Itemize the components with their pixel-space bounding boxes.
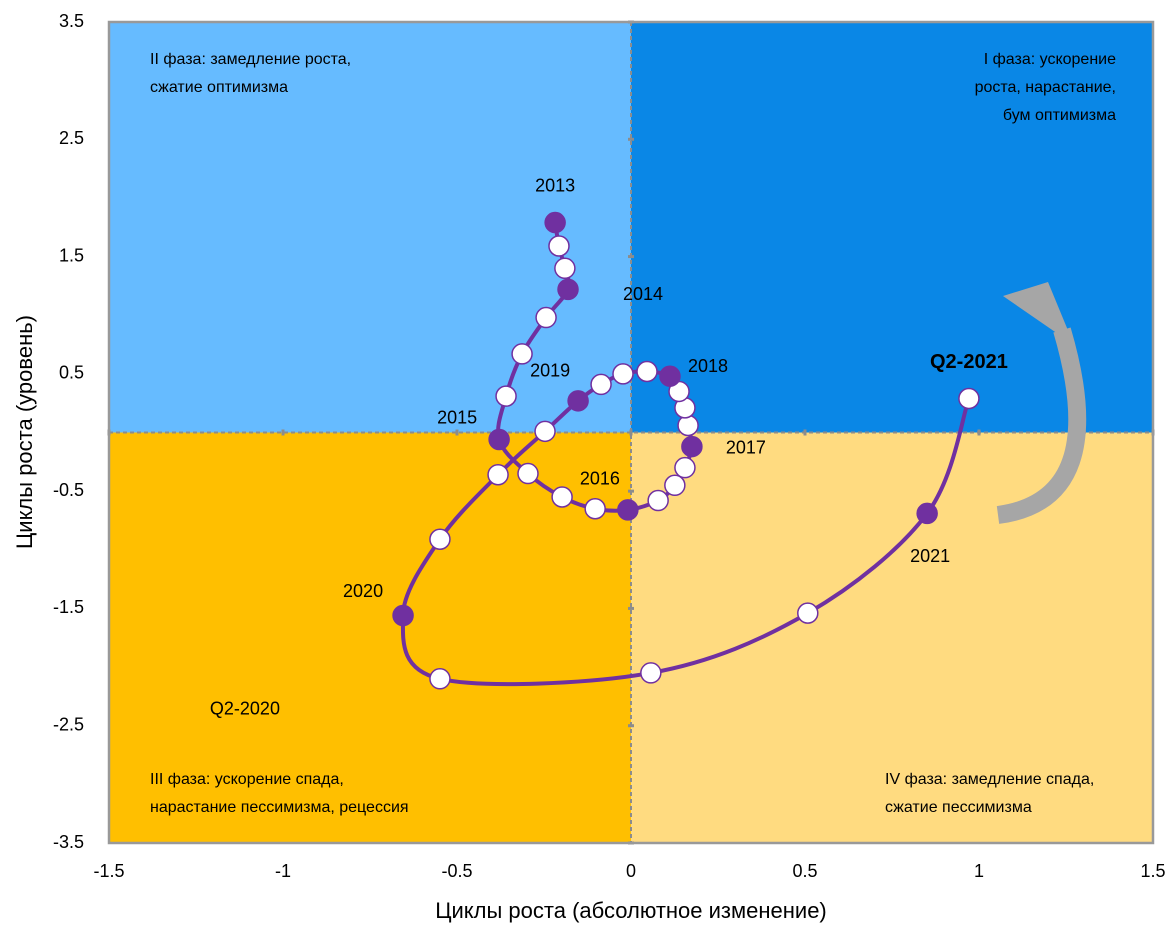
x-tick-label: 0.5 [792,861,817,881]
quadrants: I фаза: ускорение роста, нарастание, бум о… [109,22,1153,843]
point [535,306,557,329]
quadrant-label: III фаза: ускорение спада, [150,771,344,788]
plot: 2013 2014 2015 2016 2017 2018 2019 2020 Q2-2020 2… [210,175,1008,718]
x-tick-label: 1 [974,861,984,881]
y-tick-label: -3.5 [53,832,84,852]
point [664,474,686,497]
point [495,385,517,407]
quadrant-label: сжатие оптимизма [150,79,288,96]
point [647,489,669,512]
quadrant-label: роста, нарастание, [975,79,1116,96]
cycle-arrow-head [1003,282,1074,345]
x-tick-label: -1.5 [93,861,124,881]
point [511,343,533,365]
y-tick-label: -0.5 [53,480,84,500]
point [640,662,662,684]
quadrant [109,22,631,433]
quadrant-label: I фаза: ускорение [984,51,1116,68]
point [488,428,510,451]
point [590,373,612,396]
y-axis-title: Циклы роста (уровень) [12,315,37,549]
quadrant-label: сжатие пессимизма [885,799,1032,816]
y-tick-label: -1.5 [53,597,84,617]
y-tick-label: 1.5 [59,245,84,265]
x-tick-label: -1 [275,861,291,881]
point [584,497,606,520]
point [548,235,570,257]
point-label: Q2-2021 [930,351,1008,373]
point-label: 2020 [343,581,383,601]
point-label: 2013 [535,175,575,195]
quadrant-label: IV фаза: замедление спада, [885,771,1094,788]
x-tick-label: 0 [626,861,636,881]
point [681,435,703,458]
point [429,668,451,690]
point [487,463,509,486]
y-tick-label: 3.5 [59,11,84,31]
quadrant [109,432,631,843]
point [517,462,539,485]
point [554,257,576,280]
point [567,390,589,412]
point [636,360,658,383]
point [916,502,938,525]
point-label: 2014 [623,284,663,304]
point [392,604,414,627]
point [429,528,451,550]
point [659,365,681,387]
y-tick-label: 2.5 [59,128,84,148]
point [797,602,819,624]
quadrant-label: бум оптимизма [1003,107,1116,124]
point-label: 2019 [530,361,570,381]
quadrant-label: II фаза: замедление роста, [150,51,351,68]
point [534,420,556,443]
point [958,387,980,410]
point [674,456,696,479]
x-tick-label: 1.5 [1140,861,1165,881]
quadrant [631,432,1153,843]
point-label: 2015 [437,407,477,427]
point [612,363,634,385]
point-label: 2021 [910,546,950,566]
cycle-arrow [996,327,1087,524]
point [617,499,639,521]
y-tick-label: 0.5 [59,363,84,383]
point [677,414,699,437]
y-tick-label: -2.5 [53,714,84,734]
point-label: 2017 [726,437,766,457]
plot-border [107,20,1155,845]
point-label: 2016 [580,469,620,489]
point [551,486,573,508]
x-axis-title: Циклы роста (абсолютное изменение) [435,898,827,923]
x-tick-label: -0.5 [441,861,472,881]
point-label: 2018 [688,356,728,376]
point-label: Q2-2020 [210,699,280,719]
point [544,211,566,234]
quadrant-label: нарастание пессимизма, рецессия [150,799,409,816]
point [557,278,579,301]
